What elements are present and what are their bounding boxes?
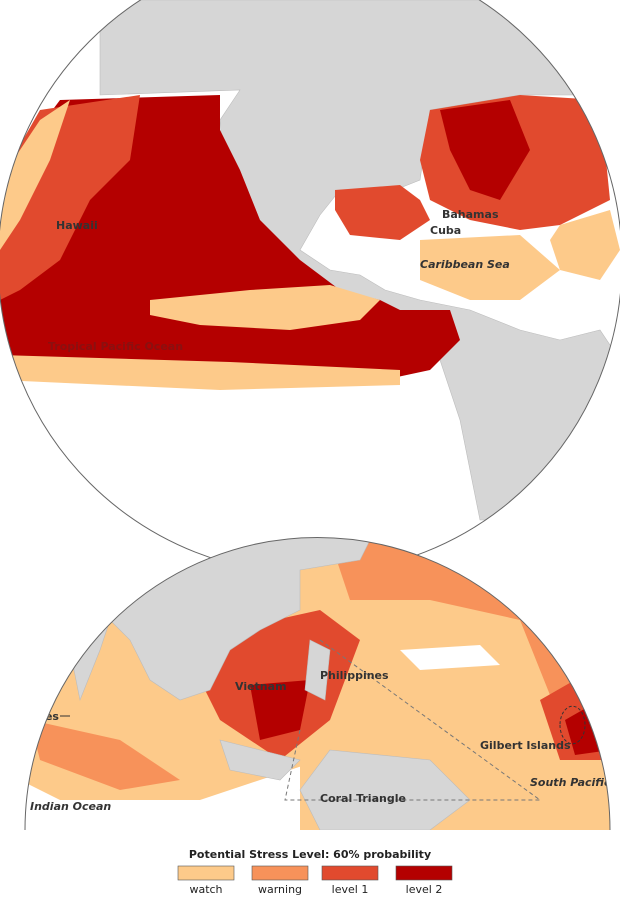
legend-swatch — [395, 865, 453, 881]
heat-watch — [150, 285, 380, 330]
label: Philippines — [320, 669, 389, 682]
no-stress — [400, 645, 500, 670]
heat-watch — [420, 235, 560, 300]
coral-triangle — [284, 639, 541, 801]
heat-level-2 — [250, 680, 310, 740]
label: Caribbean Sea — [420, 258, 510, 271]
label: Hawaii — [56, 219, 98, 232]
label: Cuba — [430, 224, 461, 237]
legend: watch warning level 1 level 2 — [177, 865, 453, 896]
bottom-globe-outline — [24, 537, 611, 831]
legend-label: watch — [189, 883, 222, 896]
heat-level-1 — [30, 560, 75, 660]
label: Tropical Pacific Ocean — [48, 340, 183, 353]
heat-level-2 — [440, 100, 530, 200]
label: Gilbert Islands — [480, 739, 571, 752]
label: South Pacific — [530, 776, 611, 789]
heat-level-1 — [335, 185, 430, 240]
legend-title: Potential Stress Level: 60% probability — [189, 848, 431, 861]
heat-watch — [0, 355, 400, 390]
label: Vietnam — [235, 680, 287, 693]
label: Indian Ocean — [30, 800, 111, 813]
heat-watch — [0, 100, 70, 250]
callout — [559, 705, 586, 745]
label: Maldives — [4, 710, 59, 723]
legend-label: level 2 — [406, 883, 443, 896]
heat-warning — [30, 720, 180, 790]
label: Bahamas — [442, 208, 499, 221]
legend-label: warning — [258, 883, 302, 896]
heat-watch — [550, 210, 620, 280]
top-globe: Hawaii Bahamas Cuba Caribbean Sea Tropic… — [0, 0, 620, 521]
label: Coral Triangle — [320, 792, 406, 805]
legend-swatch — [321, 865, 379, 881]
legend-label: level 1 — [332, 883, 369, 896]
legend-swatch — [177, 865, 235, 881]
legend-swatch — [251, 865, 309, 881]
